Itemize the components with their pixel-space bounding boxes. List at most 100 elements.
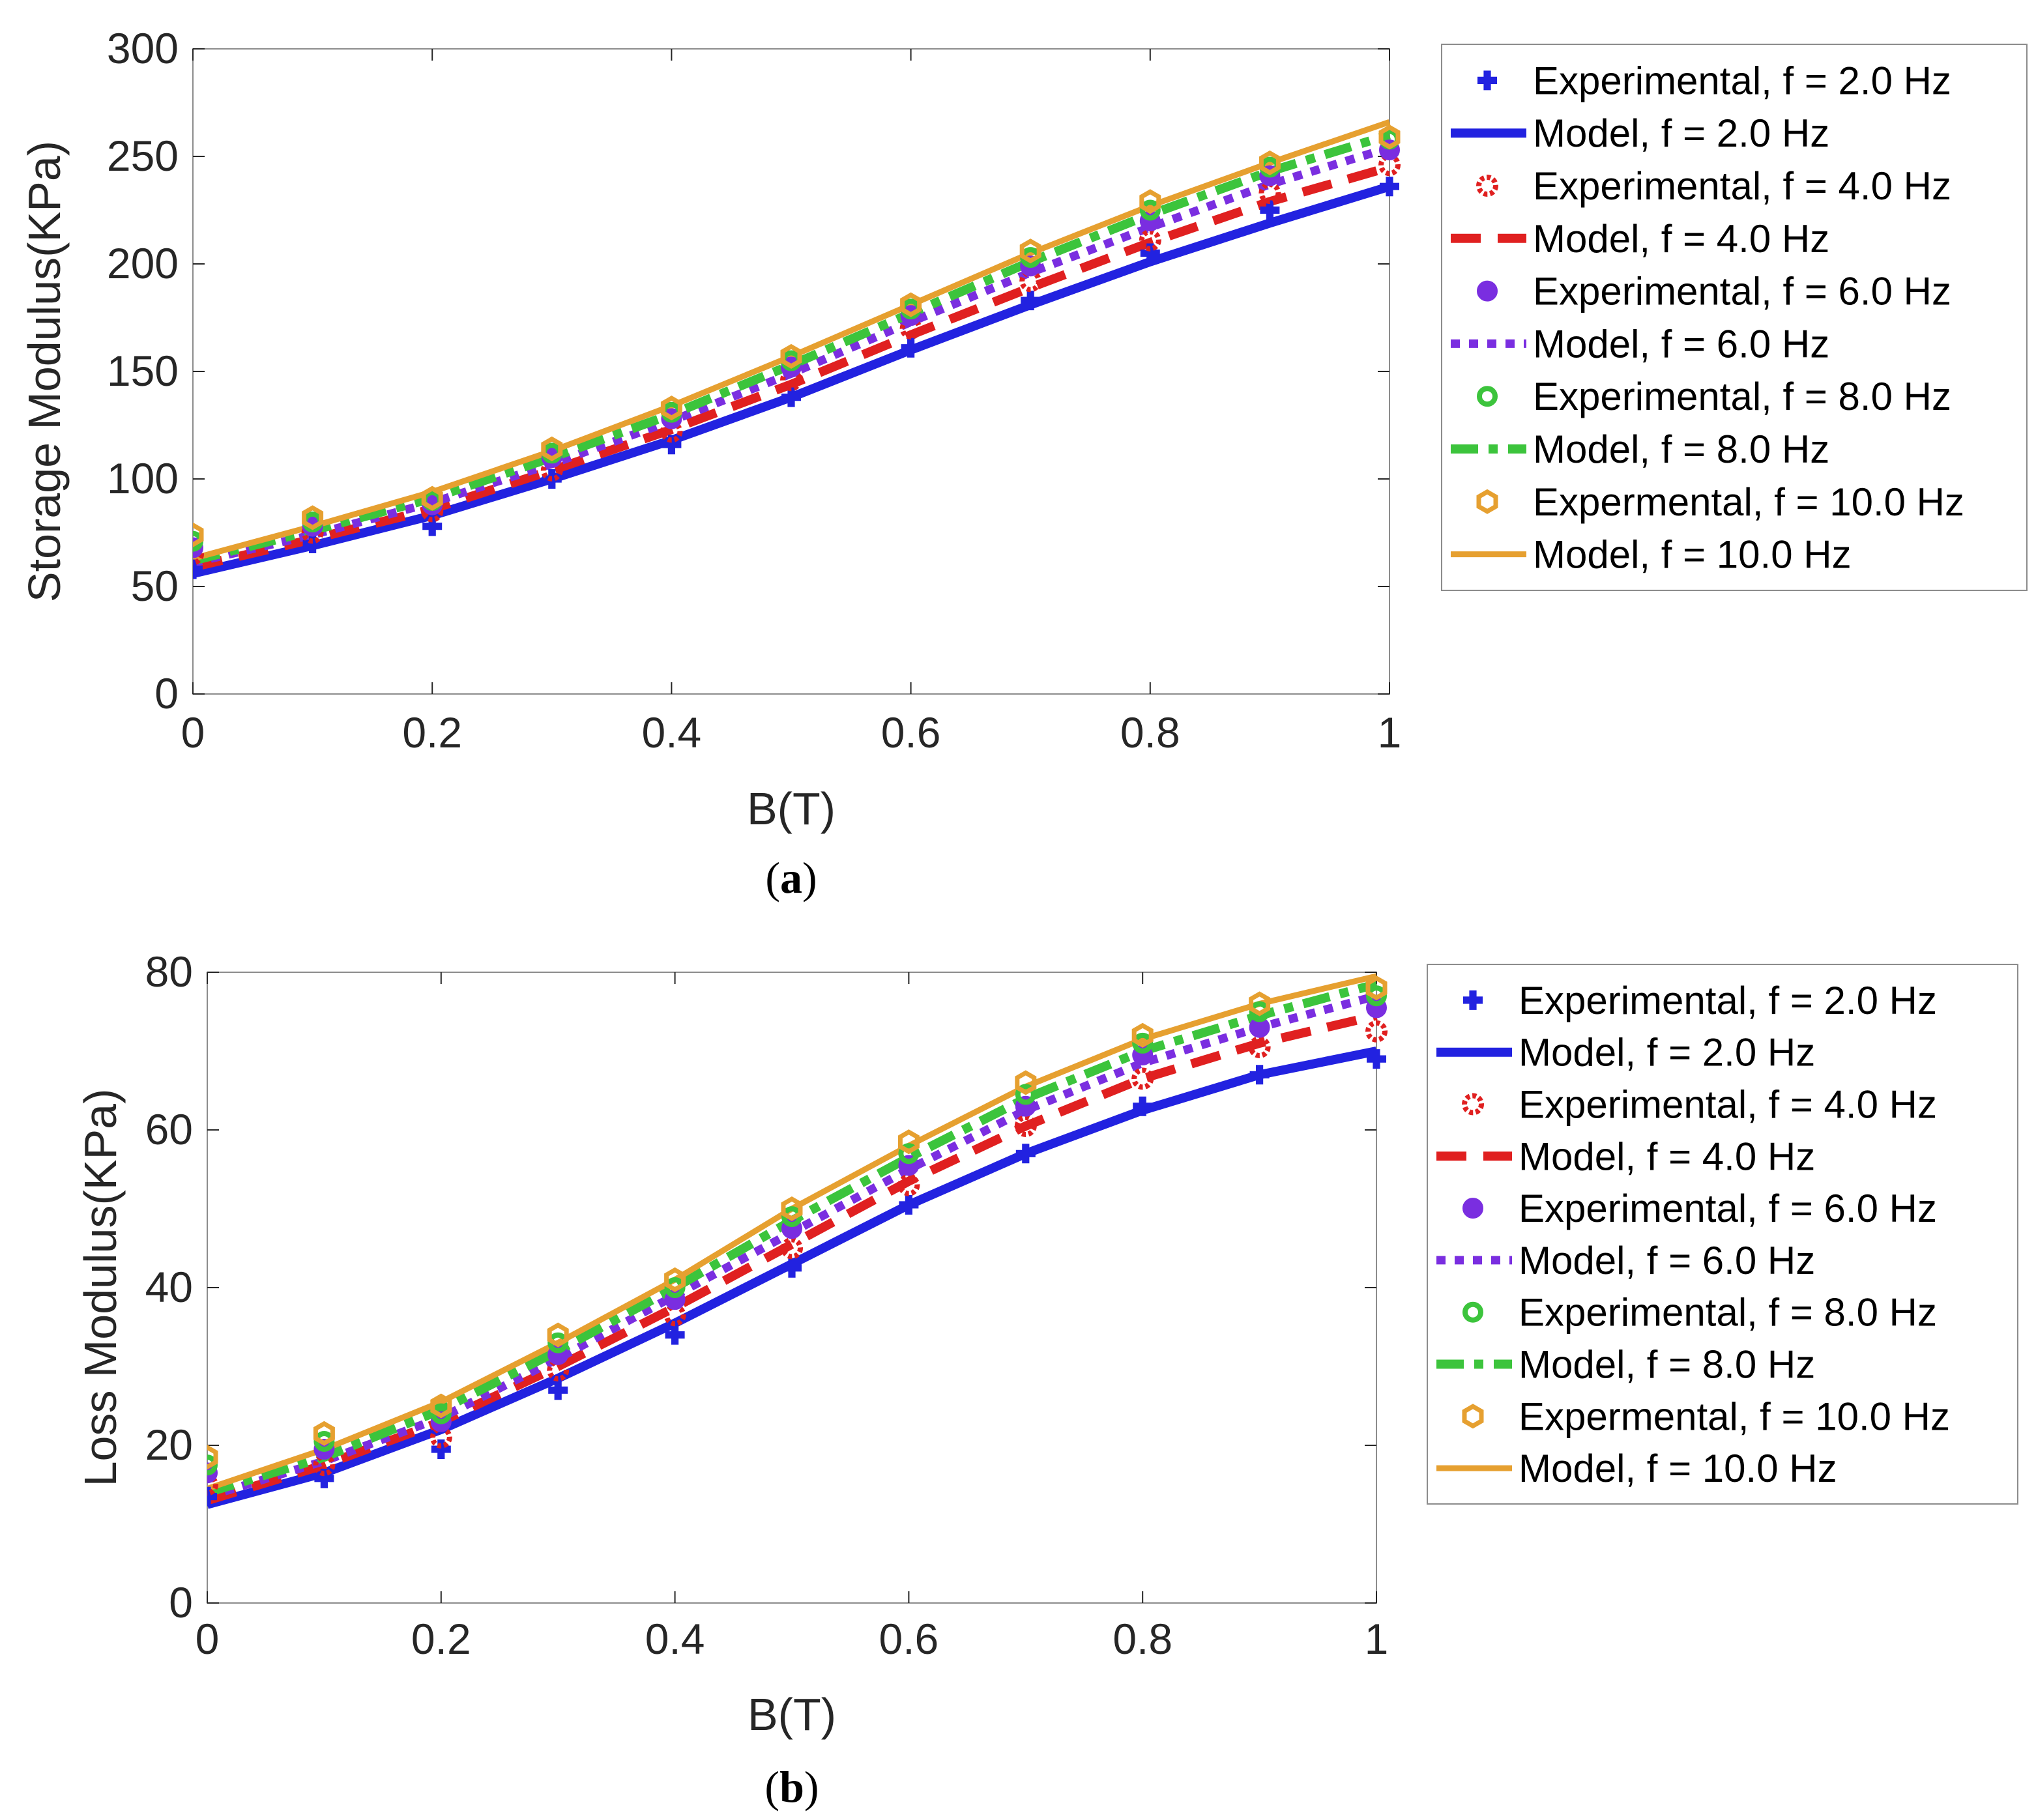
- y-axis-title: Storage Modulus(KPa): [19, 141, 70, 602]
- data-point-f10: [193, 522, 204, 547]
- legend-label: Experimental, f = 2.0 Hz: [1519, 979, 1937, 1022]
- data-point-f10: [781, 1196, 803, 1222]
- plot-area-b: [207, 972, 1377, 1604]
- legend-label: Model, f = 8.0 Hz: [1519, 1343, 1815, 1387]
- data-point-f10: [430, 1393, 452, 1419]
- x-axis-title: B(T): [747, 783, 836, 834]
- legend-label: Experimental, f = 6.0 Hz: [1533, 270, 1951, 313]
- legend-label: Expermental, f = 10.0 Hz: [1533, 480, 1964, 524]
- y-tick-label: 80: [145, 947, 193, 996]
- legend-marker-f4: [1476, 175, 1498, 197]
- data-point-f4: [897, 1174, 920, 1196]
- data-point-f10: [1131, 1022, 1154, 1048]
- data-point-f4: [207, 1473, 218, 1496]
- data-point-f10: [541, 436, 563, 461]
- legend-label: Model, f = 4.0 Hz: [1533, 217, 1829, 261]
- data-point-f2: [1249, 1065, 1270, 1085]
- caption-a: (a): [765, 853, 817, 903]
- data-point-f10: [900, 292, 922, 317]
- y-tick-label: 0: [154, 669, 179, 717]
- data-point-f8: [313, 1430, 335, 1452]
- legend-label: Model, f = 8.0 Hz: [1533, 427, 1829, 471]
- data-point-f2: [1015, 1144, 1036, 1164]
- data-point-f10: [664, 1267, 686, 1292]
- data-point-f8: [898, 1143, 920, 1164]
- legend-a: Experimental, f = 2.0 Hz Model, f = 2.0 H…: [1441, 44, 2028, 591]
- x-tick-label: 0.2: [402, 708, 462, 757]
- legend-box: [1427, 964, 2018, 1505]
- y-tick-label: 60: [145, 1105, 193, 1153]
- x-axis-title: B(T): [748, 1689, 836, 1740]
- data-point-f4: [1139, 229, 1161, 252]
- y-tick-label: 40: [145, 1263, 193, 1311]
- legend-label: Experimental, f = 4.0 Hz: [1519, 1083, 1937, 1127]
- legend-marker-f10: [1476, 489, 1498, 514]
- legend-marker-f2: [1463, 990, 1483, 1010]
- data-point-f10: [780, 343, 802, 369]
- chart-a: 0 50 100 150 200 250 300 0 0.2 0.4 0.6 0.8 1 B(T) Stor…: [19, 24, 2028, 903]
- data-point-f4: [1131, 1067, 1154, 1090]
- data-point-f4: [1248, 1035, 1271, 1058]
- legend-box: [1441, 44, 2028, 591]
- legend-label: Model, f = 2.0 Hz: [1519, 1031, 1815, 1075]
- data-point-f10: [1365, 975, 1388, 1001]
- data-point-f2: [431, 1439, 451, 1460]
- x-tick-label: 0: [196, 1615, 220, 1663]
- data-point-f8: [1015, 1084, 1036, 1105]
- x-tick-label: 0.8: [1113, 1615, 1172, 1663]
- model-line-f4: [193, 162, 1391, 572]
- legend-label: Model, f = 6.0 Hz: [1519, 1239, 1815, 1282]
- data-point-f2: [899, 1194, 919, 1215]
- data-point-f4: [1014, 1114, 1037, 1137]
- legend-label: Model, f = 6.0 Hz: [1533, 322, 1829, 366]
- y-tick-label: 20: [145, 1421, 193, 1469]
- legend-label: Experimental, f = 8.0 Hz: [1533, 375, 1951, 418]
- y-tick-label: 300: [107, 24, 179, 72]
- x-tick-label: 1: [1378, 708, 1402, 757]
- x-tick-label: 1: [1365, 1615, 1389, 1663]
- data-point-f4: [1365, 1020, 1388, 1043]
- data-point-f10: [421, 485, 443, 511]
- y-tick-label: 250: [107, 132, 179, 180]
- chart-b: 0 20 40 60 80 0 0.2 0.4 0.6 0.8 1 B(T) Loss Modulus(…: [75, 947, 2018, 1812]
- data-point-f2: [1021, 291, 1041, 311]
- x-tick-label: 0.4: [642, 708, 702, 757]
- y-tick-label: 0: [169, 1578, 193, 1626]
- data-point-f10: [660, 396, 682, 421]
- data-point-f2: [548, 1380, 568, 1400]
- x-tick-label: 0: [181, 708, 205, 757]
- data-point-f10: [1015, 1070, 1037, 1095]
- data-point-f2: [1367, 1049, 1386, 1069]
- x-tick-label: 0.6: [881, 708, 941, 757]
- y-tick-label: 100: [107, 454, 179, 502]
- legend-marker-f2: [1477, 70, 1497, 91]
- legend-marker-f8: [1477, 386, 1498, 407]
- x-tick-label: 0.6: [879, 1615, 939, 1663]
- model-line-f10: [193, 119, 1391, 562]
- legend-label: Model, f = 10.0 Hz: [1533, 533, 1852, 577]
- caption-b: (b): [764, 1762, 819, 1812]
- data-point-f10: [313, 1421, 335, 1446]
- x-tick-label: 0.4: [645, 1615, 705, 1663]
- legend-label: Model, f = 2.0 Hz: [1533, 111, 1829, 155]
- legend-label: Model, f = 4.0 Hz: [1519, 1134, 1815, 1178]
- y-tick-label: 200: [107, 239, 179, 287]
- legend-label: Expermental, f = 10.0 Hz: [1519, 1394, 1950, 1438]
- data-point-f10: [547, 1322, 569, 1348]
- legend-marker-f6: [1477, 280, 1498, 302]
- legend-label: Experimental, f = 4.0 Hz: [1533, 164, 1951, 208]
- data-point-f2: [1380, 177, 1399, 197]
- data-point-f2: [207, 1486, 217, 1507]
- data-point-f2: [1133, 1096, 1153, 1116]
- y-axis-title: Loss Modulus(KPa): [75, 1089, 126, 1487]
- data-point-f2: [782, 1258, 802, 1278]
- x-tick-label: 0.2: [411, 1615, 471, 1663]
- legend-marker-f6: [1462, 1198, 1483, 1219]
- data-point-f4: [193, 543, 204, 566]
- data-point-f10: [1249, 991, 1271, 1017]
- legend-marker-f10: [1462, 1404, 1484, 1429]
- legend-marker-f4: [1462, 1093, 1484, 1116]
- legend-label: Experimental, f = 8.0 Hz: [1519, 1291, 1937, 1335]
- data-point-f10: [207, 1445, 218, 1470]
